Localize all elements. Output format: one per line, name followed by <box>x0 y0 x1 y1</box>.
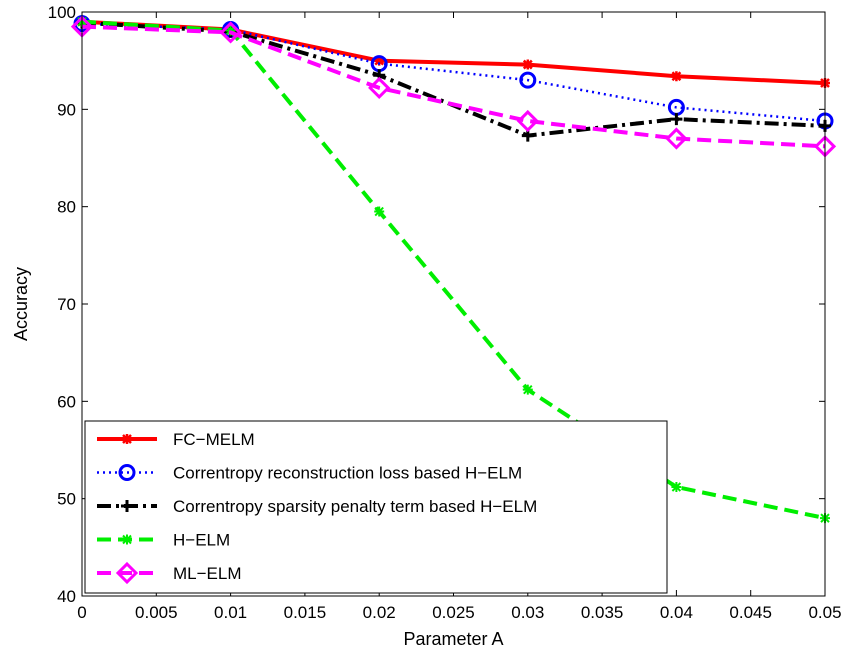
axes: 0 0.005 0.01 0.015 0.02 0.025 0.03 0.035 0.04 0.0… <box>48 3 842 622</box>
legend-marker <box>115 561 139 585</box>
legend-label: H−ELM <box>173 531 230 550</box>
x-tick-label: 0.05 <box>808 603 841 622</box>
y-tick-label: 70 <box>57 295 76 314</box>
x-tick-label: 0.01 <box>214 603 247 622</box>
legend-item: ML−ELM <box>97 561 242 585</box>
legend-marker <box>118 464 136 481</box>
marker-star <box>671 71 682 82</box>
marker-diamond <box>516 109 539 133</box>
marker-plus <box>670 113 683 126</box>
y-tick-label: 100 <box>48 3 76 22</box>
y-tick-label: 40 <box>57 587 76 606</box>
data-point <box>522 384 533 395</box>
legend-label: Correntropy sparsity penalty term based … <box>173 497 537 516</box>
legend-item: Correntropy reconstruction loss based H−… <box>97 464 522 483</box>
marker-diamond <box>368 76 391 100</box>
series-group <box>70 15 837 524</box>
x-tick-label: 0.03 <box>511 603 544 622</box>
data-point <box>671 481 682 492</box>
legend-label: Correntropy reconstruction loss based H−… <box>173 464 522 483</box>
x-tick-label: 0.005 <box>135 603 178 622</box>
x-tick-label: 0.04 <box>660 603 693 622</box>
marker-circle <box>519 71 537 89</box>
x-tick-label: 0.02 <box>363 603 396 622</box>
marker-asterisk <box>122 534 132 545</box>
data-point <box>665 127 688 150</box>
data-point <box>374 206 385 217</box>
marker-star <box>522 59 533 70</box>
legend-box <box>84 420 668 594</box>
x-tick-label: 0 <box>77 603 86 622</box>
marker-circle <box>118 464 136 481</box>
marker-diamond <box>665 127 688 150</box>
data-point <box>522 59 533 70</box>
marker-diamond <box>115 561 139 585</box>
y-tick-label: 60 <box>57 392 76 411</box>
x-tick-label: 0.025 <box>432 603 475 622</box>
marker-star <box>374 55 385 66</box>
legend-item: FC−MELM <box>97 430 255 449</box>
data-point <box>671 71 682 82</box>
x-axis-label: Parameter A <box>403 629 503 649</box>
marker-diamond <box>219 21 242 44</box>
data-point <box>516 109 539 133</box>
plot-frame <box>81 11 826 597</box>
series-line <box>81 24 826 149</box>
series-line <box>81 19 826 86</box>
x-tick-label: 0.015 <box>284 603 327 622</box>
legend-item: H−ELM <box>97 531 230 550</box>
marker-plus <box>121 500 133 512</box>
x-tick-label: 0.045 <box>729 603 772 622</box>
data-point <box>368 76 391 100</box>
y-tick-label: 80 <box>57 198 76 217</box>
legend-label: ML−ELM <box>173 564 242 583</box>
legend: FC−MELM Correntropy reconstruction loss b… <box>84 420 668 594</box>
marker-asterisk <box>522 384 533 395</box>
marker-asterisk <box>374 206 385 217</box>
marker-star <box>122 434 132 444</box>
data-point <box>219 21 242 44</box>
marker-asterisk <box>671 481 682 492</box>
y-tick-label: 50 <box>57 490 76 509</box>
data-point <box>519 71 537 89</box>
legend-marker <box>121 500 133 512</box>
data-point <box>670 113 683 126</box>
legend-marker <box>122 534 132 545</box>
legend-label: FC−MELM <box>173 430 255 449</box>
y-tick-label: 90 <box>57 100 76 119</box>
x-tick-label: 0.035 <box>581 603 624 622</box>
legend-marker <box>122 434 132 444</box>
y-axis-label: Accuracy <box>11 267 31 341</box>
legend-item: Correntropy sparsity penalty term based … <box>97 497 537 516</box>
data-point <box>374 55 385 66</box>
